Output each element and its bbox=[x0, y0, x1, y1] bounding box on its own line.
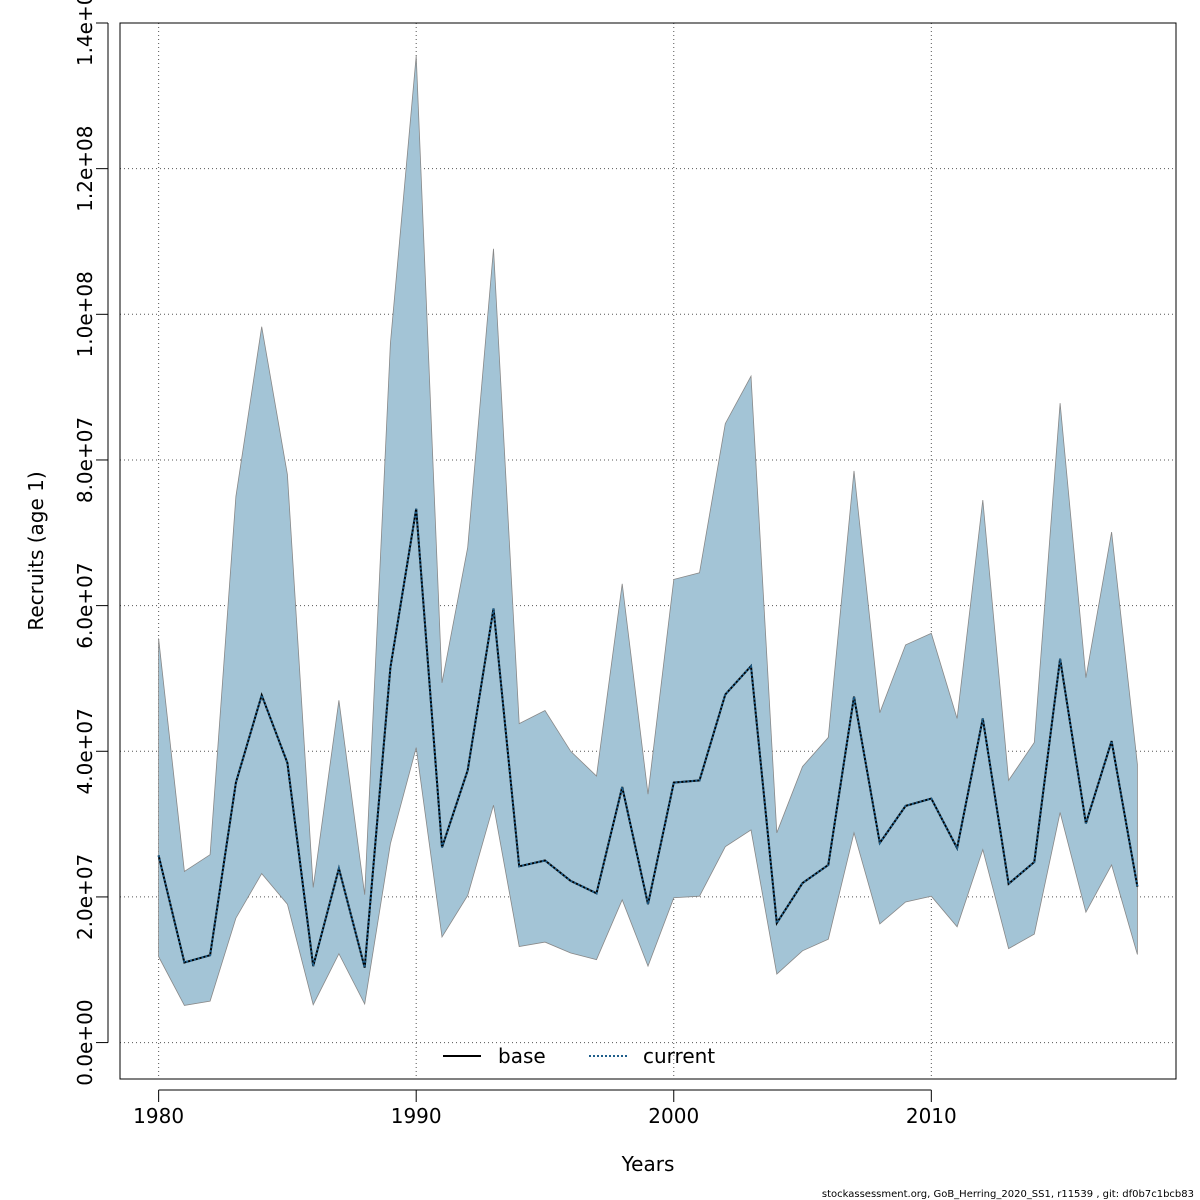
x-tick-label-3: 2010 bbox=[906, 1104, 957, 1128]
x-tick-label-1: 1990 bbox=[391, 1104, 442, 1128]
y-tick-label-6: 1.2e+08 bbox=[73, 126, 97, 212]
x-tick-label-2: 2000 bbox=[648, 1104, 699, 1128]
y-tick-label-5: 1.0e+08 bbox=[73, 271, 97, 357]
x-tick-label-0: 1980 bbox=[133, 1104, 184, 1128]
y-tick-label-3: 6.0e+07 bbox=[73, 562, 97, 648]
y-tick-label-2: 4.0e+07 bbox=[73, 708, 97, 794]
y-tick-label-7: 1.4e+08 bbox=[73, 0, 97, 66]
y-axis: 0.0e+00 2.0e+07 4.0e+07 6.0e+07 8.0e+07 1.0e+… bbox=[73, 0, 109, 1086]
x-axis-title: Years bbox=[621, 1152, 675, 1176]
series-lines-layer bbox=[157, 508, 1139, 968]
series-line-current bbox=[157, 508, 1139, 968]
y-axis-title: Recruits (age 1) bbox=[24, 471, 48, 630]
legend-label-current: current bbox=[643, 1044, 715, 1068]
confidence-band bbox=[158, 55, 1138, 1006]
footer-caption: stockassessment.org, GoB_Herring_2020_SS… bbox=[822, 1189, 1194, 1200]
y-tick-label-0: 0.0e+00 bbox=[73, 999, 97, 1085]
y-tick-label-4: 8.0e+07 bbox=[73, 417, 97, 503]
y-tick-label-1: 2.0e+07 bbox=[73, 854, 97, 940]
x-axis: 1980 1990 2000 2010 bbox=[133, 1089, 957, 1128]
plot-frame bbox=[119, 22, 1177, 1080]
legend-label-base: base bbox=[498, 1044, 546, 1068]
legend: base current bbox=[443, 1044, 715, 1068]
confidence-band-layer bbox=[158, 55, 1138, 1006]
